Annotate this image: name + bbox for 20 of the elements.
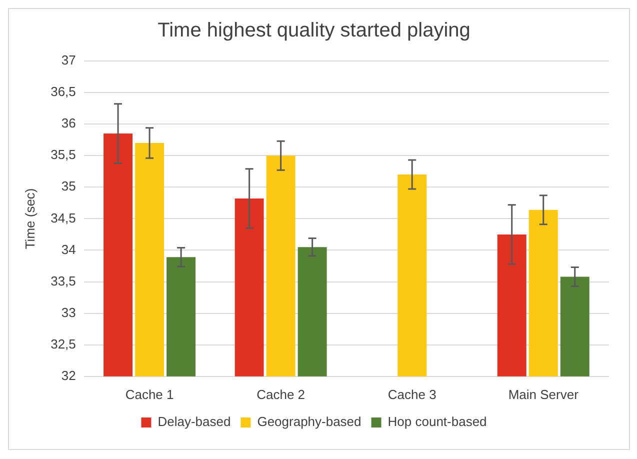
y-tick-label: 32,5	[50, 336, 76, 352]
y-axis-title: Time (sec)	[22, 188, 38, 250]
y-tick-label: 36,5	[50, 84, 76, 100]
y-tick-label: 34	[61, 242, 76, 257]
legend-label: Delay-based	[158, 414, 231, 430]
y-tick-label: 33	[61, 304, 76, 320]
y-tick-label: 36	[61, 116, 76, 131]
y-tick-label: 37	[61, 52, 76, 68]
y-tick-label: 35,5	[50, 147, 76, 162]
x-tick-label: Cache 3	[388, 386, 436, 402]
legend-label: Hop count-based	[388, 414, 487, 430]
y-tick-label: 32	[61, 368, 76, 383]
legend-label: Geography-based	[257, 414, 362, 430]
y-tick-label: 34,5	[50, 210, 76, 226]
y-tick-label: 35	[61, 178, 76, 194]
x-tick-label: Cache 2	[256, 386, 306, 402]
y-tick-label: 33,5	[50, 273, 76, 288]
x-tick-label: Cache 1	[125, 386, 174, 402]
chart-title: Time highest quality started playing	[158, 20, 470, 42]
x-tick-label: Main Server	[508, 386, 580, 402]
